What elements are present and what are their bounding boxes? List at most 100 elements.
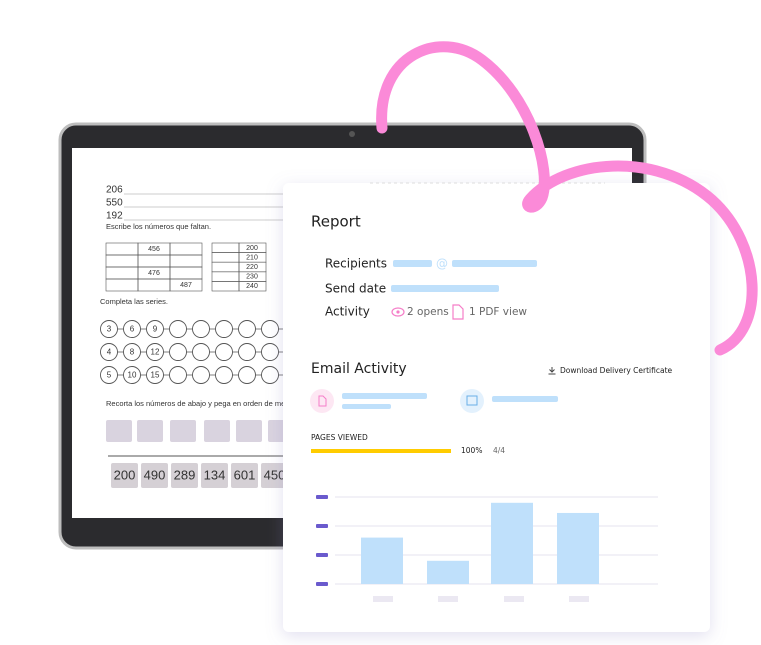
ws-circle — [146, 366, 164, 384]
ws-circle — [146, 343, 164, 361]
progress-label: 100% — [461, 446, 482, 455]
ws-circle — [238, 343, 256, 361]
ws-cell-text: 220 — [246, 264, 258, 271]
ws-blank — [204, 420, 230, 442]
ws-cell-text: 487 — [180, 282, 192, 289]
ws-circle — [146, 320, 164, 338]
icon-badge — [460, 389, 484, 413]
ws-circle-text: 9 — [153, 325, 158, 334]
eye-icon — [396, 310, 400, 314]
ws-instruction: Recorta los números de abajo y pega en o… — [106, 399, 285, 408]
pages-count: 4/4 — [493, 446, 505, 455]
ws-tile — [171, 463, 198, 488]
pdf-icon — [452, 304, 464, 320]
ws-circle — [123, 366, 141, 384]
at-sign: @ — [436, 257, 448, 271]
ws-cell — [169, 278, 203, 292]
ws-circle-text: 10 — [128, 371, 137, 380]
ws-circle — [192, 366, 210, 384]
label: Send date — [325, 282, 386, 296]
ws-blank — [137, 420, 163, 442]
ws-tile-text: 200 — [114, 467, 136, 482]
tick-mark — [316, 553, 328, 557]
ws-tile-text: 601 — [234, 467, 256, 482]
pdf-icon — [318, 395, 327, 407]
ws-number: 206 — [106, 185, 123, 196]
placeholder — [342, 404, 391, 409]
placeholder — [391, 285, 499, 292]
eye-icon — [391, 307, 405, 317]
ws-circle-text: 3 — [107, 325, 112, 334]
bar — [491, 502, 533, 584]
bar — [557, 512, 599, 584]
ws-instruction: Completa las series. — [100, 297, 168, 306]
axis-placeholder — [438, 596, 458, 602]
pages-viewed-label: PAGES VIEWED — [311, 433, 368, 442]
ws-tile-text: 490 — [144, 467, 166, 482]
ws-cell-text: 230 — [246, 274, 258, 281]
ws-circle — [261, 320, 279, 338]
camera — [349, 131, 355, 137]
ws-circle — [100, 320, 118, 338]
ws-blank — [170, 420, 196, 442]
tick-mark — [316, 495, 328, 499]
placeholder — [492, 396, 558, 402]
ws-circle — [100, 366, 118, 384]
section-title: Email Activity — [311, 361, 407, 377]
ws-circle-text: 15 — [151, 371, 160, 380]
ws-circle-text: 6 — [130, 325, 135, 334]
ws-blank — [106, 420, 132, 442]
report-title: Report — [311, 213, 361, 231]
bar — [427, 560, 469, 584]
opens: 2 opens — [407, 306, 449, 318]
ws-circle — [215, 343, 233, 361]
ws-circle — [169, 320, 187, 338]
ws-circle — [238, 366, 256, 384]
ws-instruction: Escribe los números que faltan. — [106, 222, 211, 231]
placeholder — [452, 260, 537, 267]
report-content: Report Recipients @ Send date Activity 2… — [310, 213, 673, 602]
ws-circle-text: 4 — [107, 348, 112, 357]
ws-circle — [238, 320, 256, 338]
ws-tile-text: 289 — [174, 467, 196, 482]
ws-tile — [201, 463, 228, 488]
doc-icon — [466, 395, 478, 406]
placeholder — [393, 260, 432, 267]
ws-circle — [261, 343, 279, 361]
ws-number: 550 — [106, 198, 123, 209]
label: Recipients — [325, 257, 387, 271]
ws-circle-text: 8 — [130, 348, 135, 357]
axis-placeholder — [569, 596, 589, 602]
ws-circle — [169, 343, 187, 361]
download-icon[interactable] — [548, 367, 556, 375]
ws-tile-text: 450 — [264, 467, 286, 482]
bar — [361, 537, 403, 584]
pdf-views: 1 PDF view — [469, 306, 527, 318]
ws-blank — [236, 420, 262, 442]
download-link[interactable]: Download Delivery Certificate — [560, 366, 673, 375]
ws-tile — [231, 463, 258, 488]
label: Activity — [325, 305, 370, 319]
ws-circle — [192, 343, 210, 361]
ws-circle — [215, 320, 233, 338]
ws-cell-text: 240 — [246, 283, 258, 290]
icon-badge — [310, 389, 334, 413]
ws-tile — [111, 463, 138, 488]
decorative-swirl — [376, 41, 758, 356]
report-card — [283, 183, 710, 632]
ws-tile — [261, 463, 288, 488]
ws-circle — [123, 343, 141, 361]
axis-placeholder — [373, 596, 393, 602]
tick-mark — [316, 524, 328, 528]
tick-mark — [316, 582, 328, 586]
ws-circle — [215, 366, 233, 384]
ws-circle — [100, 343, 118, 361]
ws-circle-text: 5 — [107, 371, 112, 380]
ws-cell-text: 210 — [246, 254, 258, 261]
ws-cell — [238, 281, 267, 292]
ws-circle — [123, 320, 141, 338]
ws-circle — [169, 366, 187, 384]
ws-tile-text: 134 — [204, 467, 226, 482]
